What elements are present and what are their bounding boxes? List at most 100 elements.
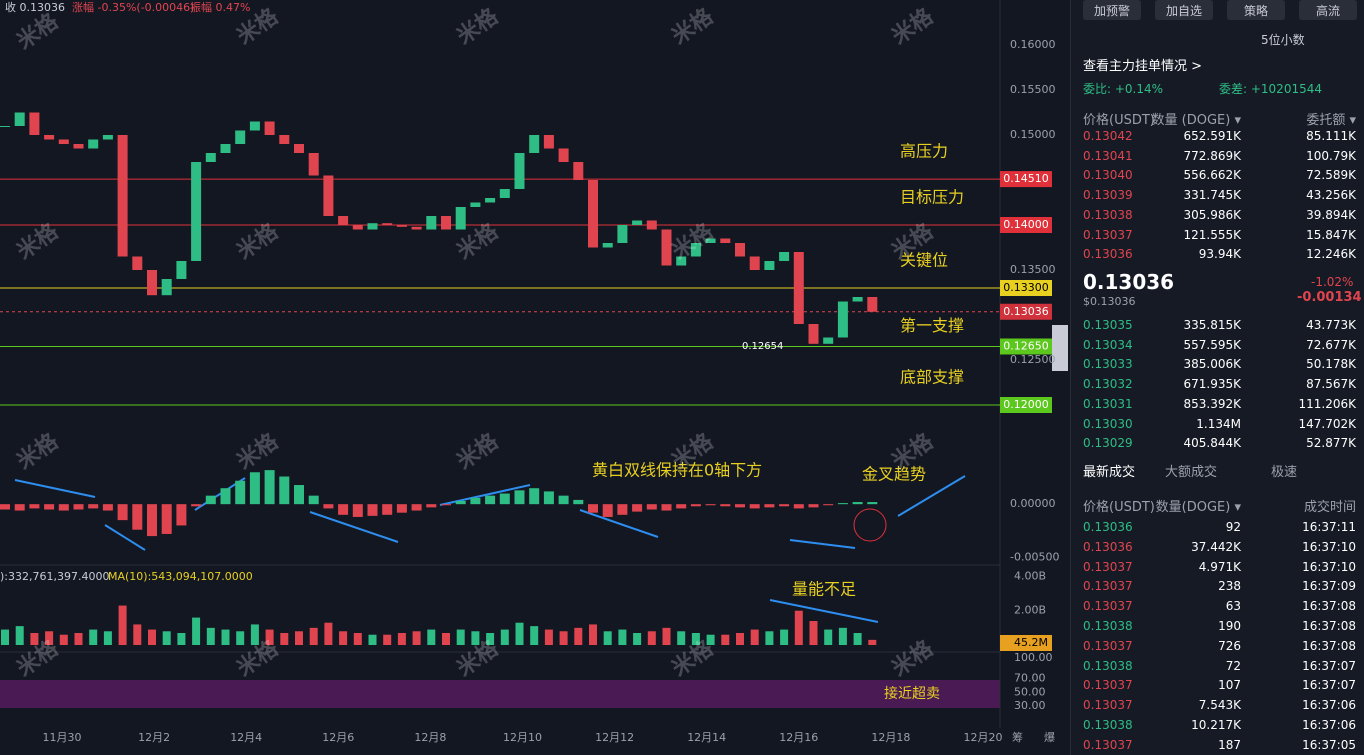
- mid-pct: -1.02%: [1311, 275, 1354, 289]
- macd-bar: [426, 504, 437, 508]
- volume-bar: [486, 633, 495, 645]
- candle: [499, 189, 510, 198]
- panel-button[interactable]: 加预警: [1083, 0, 1141, 20]
- volume-bar: [15, 626, 24, 645]
- macd-bar: [720, 504, 731, 507]
- trade-cell: 0.13037: [1083, 737, 1133, 752]
- level-name: 高压力: [900, 142, 948, 161]
- trade-cell: 0.13036: [1083, 539, 1133, 554]
- candle: [88, 139, 99, 149]
- candle: [249, 121, 260, 131]
- trade-tab[interactable]: 最新成交: [1083, 465, 1136, 480]
- trade-cell: 10.217K: [1191, 718, 1241, 732]
- y-tick-label: 0.13500: [1010, 263, 1056, 276]
- candle: [793, 252, 804, 324]
- level-name: 关键位: [900, 251, 948, 270]
- ask-cell: 72.589K: [1306, 168, 1356, 183]
- volume-bar: [339, 631, 348, 645]
- macd-bar: [73, 504, 84, 510]
- level-name: 第一支撑: [900, 316, 964, 335]
- trade-header: 数量(DOGE) ▾: [1155, 500, 1241, 515]
- macd-bar: [632, 504, 643, 512]
- y-tick-label: 0.15500: [1010, 83, 1056, 96]
- macd-bar: [441, 504, 451, 506]
- macd-bar: [29, 504, 40, 509]
- rsi-tick-label: 30.00: [1014, 699, 1046, 712]
- panel-button[interactable]: 策略: [1227, 0, 1285, 20]
- candle: [514, 153, 525, 189]
- volume-bar: [500, 629, 509, 645]
- candle: [646, 220, 657, 230]
- trade-cell: 190: [1218, 619, 1241, 633]
- trade-cell: 0.13036: [1083, 520, 1133, 534]
- header-change: 涨幅 -0.35%(-0.00046): [72, 1, 194, 14]
- ask-cell: 556.662K: [1183, 168, 1242, 183]
- candle: [308, 153, 319, 176]
- trade-tab[interactable]: 极速: [1271, 465, 1298, 480]
- last-price-label: 0.13036: [1003, 305, 1049, 318]
- bid-cell: 853.392K: [1183, 396, 1242, 411]
- chart: 收 0.13036 涨幅 -0.35%(-0.00046) 振幅 0.47% 0…: [0, 0, 1068, 744]
- side-panel: 加预警 加自选 策略 高流 5位小数 查看主力挂单情况 > 委比: +0.14% 委差: +1…: [1070, 0, 1364, 755]
- level-badge: [1000, 338, 1052, 355]
- volume-current: 45.2M: [1014, 636, 1048, 649]
- x-tick-label: 12月10: [503, 731, 542, 744]
- panel-button[interactable]: 加自选: [1155, 0, 1213, 20]
- volume-annotation: 量能不足: [792, 580, 856, 599]
- level-badge-label: 0.14000: [1003, 218, 1049, 231]
- candle: [602, 243, 613, 248]
- volume-bar: [427, 629, 436, 645]
- ask-cell: 331.745K: [1183, 188, 1242, 203]
- collapse-toggle[interactable]: [1052, 325, 1068, 371]
- volume-bar: [295, 631, 303, 645]
- macd-annotation: 金叉趋势: [862, 465, 926, 484]
- candle: [58, 139, 69, 144]
- volume-bar: [559, 631, 568, 645]
- volume-bar: [74, 633, 83, 645]
- candle: [764, 261, 775, 270]
- trade-header: 成交时间: [1303, 500, 1356, 515]
- volume-bar: [838, 627, 847, 645]
- candle: [220, 144, 231, 153]
- bid-cell: 0.13031: [1083, 396, 1133, 411]
- trade-cell: 16:37:08: [1302, 638, 1356, 653]
- candle: [867, 297, 878, 312]
- volume-bar: [618, 629, 627, 645]
- x-tick-label: 12月16: [779, 731, 818, 744]
- macd-bar: [382, 504, 393, 515]
- low-marker: 0.12654: [742, 341, 783, 352]
- volume-bar: [383, 634, 392, 645]
- candle: [720, 238, 731, 243]
- trade-cell: 16:37:08: [1302, 619, 1356, 633]
- bid-cell: 671.935K: [1183, 377, 1242, 392]
- main-orders: 查看主力挂单情况 >: [1083, 59, 1203, 74]
- decimals: 5位小数: [1261, 33, 1305, 47]
- candle: [323, 175, 334, 216]
- trade-cell: 0.13037: [1083, 579, 1133, 594]
- ask-cell: 0.13040: [1083, 168, 1133, 183]
- macd-bar: [58, 504, 69, 511]
- ask-cell: 0.13039: [1083, 188, 1133, 203]
- volume-tick-label: 4.00B: [1014, 569, 1046, 582]
- macd-bar: [161, 504, 172, 534]
- panel-button[interactable]: 高流: [1299, 0, 1357, 20]
- macd-bar: [323, 504, 334, 509]
- bid-cell: 557.595K: [1183, 337, 1242, 352]
- volume-bar: [662, 627, 671, 645]
- macd-bar: [235, 480, 246, 505]
- volume-bar: [780, 629, 789, 645]
- candle: [44, 135, 55, 140]
- volume-bar: [397, 633, 406, 645]
- candle: [779, 252, 790, 261]
- trade-cell: 16:37:09: [1302, 579, 1356, 594]
- candle: [426, 216, 437, 230]
- trade-tab[interactable]: 大额成交: [1165, 465, 1218, 480]
- candle: [29, 112, 40, 135]
- volume-bar: [544, 629, 553, 645]
- bid-cell: 87.567K: [1306, 377, 1356, 392]
- ask-cell: 0.13038: [1083, 207, 1133, 222]
- candle: [588, 180, 598, 248]
- volume-bar: [677, 631, 686, 645]
- bid-cell: 0.13035: [1083, 318, 1133, 332]
- volume-bar: [221, 629, 230, 645]
